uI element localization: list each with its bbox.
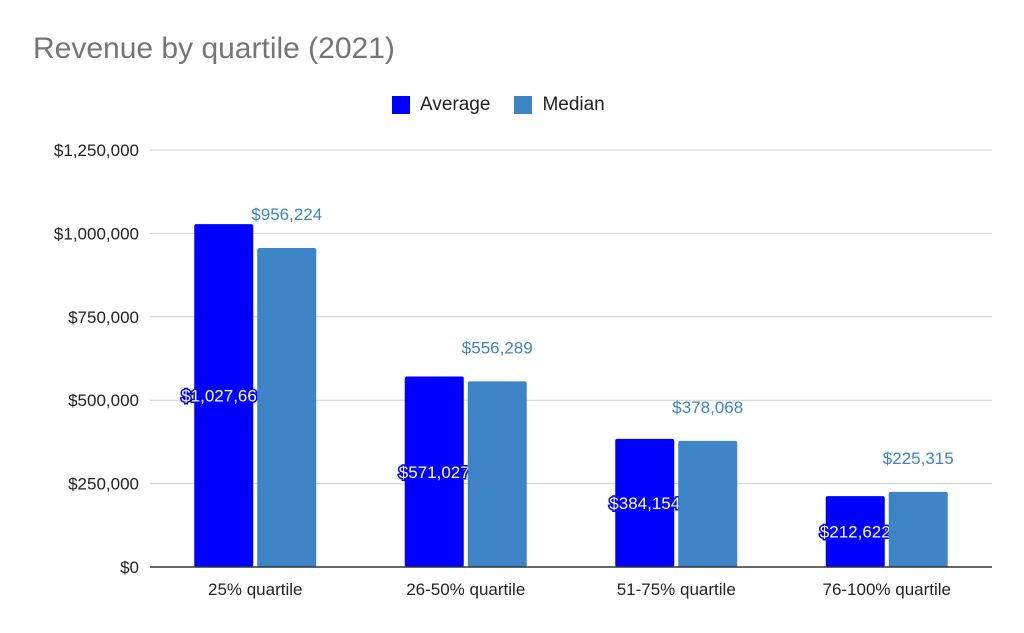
data-label-median: $556,289 xyxy=(462,338,533,357)
y-tick-label: $1,250,000 xyxy=(54,141,139,160)
x-tick-label: 26-50% quartile xyxy=(406,580,525,599)
data-label-median: $956,224 xyxy=(251,205,322,224)
y-tick-label: $250,000 xyxy=(68,475,139,494)
legend-label-average: Average xyxy=(420,94,491,115)
data-label-average: $571,027 xyxy=(399,463,470,482)
data-label-median: $225,315 xyxy=(883,449,954,468)
bar-median xyxy=(467,381,527,567)
x-tick-label: 51-75% quartile xyxy=(617,580,736,599)
legend-item-median: Median xyxy=(514,94,605,116)
chart-title: Revenue by quartile (2021) xyxy=(33,32,395,65)
y-tick-label: $500,000 xyxy=(68,391,139,410)
y-tick-label: $0 xyxy=(120,558,139,577)
data-label-average: $1,027,666 xyxy=(181,387,266,406)
legend-label-median: Median xyxy=(542,94,605,115)
data-label-median: $378,068 xyxy=(672,398,743,417)
bar-median xyxy=(257,248,317,568)
legend: Average Median xyxy=(392,94,629,116)
x-tick-label: 76-100% quartile xyxy=(822,580,951,599)
bar-average xyxy=(825,496,885,567)
data-label-average: $212,622 xyxy=(820,523,891,542)
bar-median xyxy=(678,440,738,567)
data-label-average: $384,154 xyxy=(609,494,680,513)
x-tick-label: 25% quartile xyxy=(208,580,303,599)
bar-average xyxy=(404,376,464,567)
y-tick-label: $1,000,000 xyxy=(54,224,139,243)
bar-average xyxy=(615,438,675,567)
legend-item-average: Average xyxy=(392,94,490,116)
bar-average xyxy=(194,224,254,567)
legend-swatch-average xyxy=(392,96,410,114)
legend-swatch-median xyxy=(514,96,533,114)
bar-median xyxy=(888,491,948,567)
y-tick-label: $750,000 xyxy=(68,308,139,327)
